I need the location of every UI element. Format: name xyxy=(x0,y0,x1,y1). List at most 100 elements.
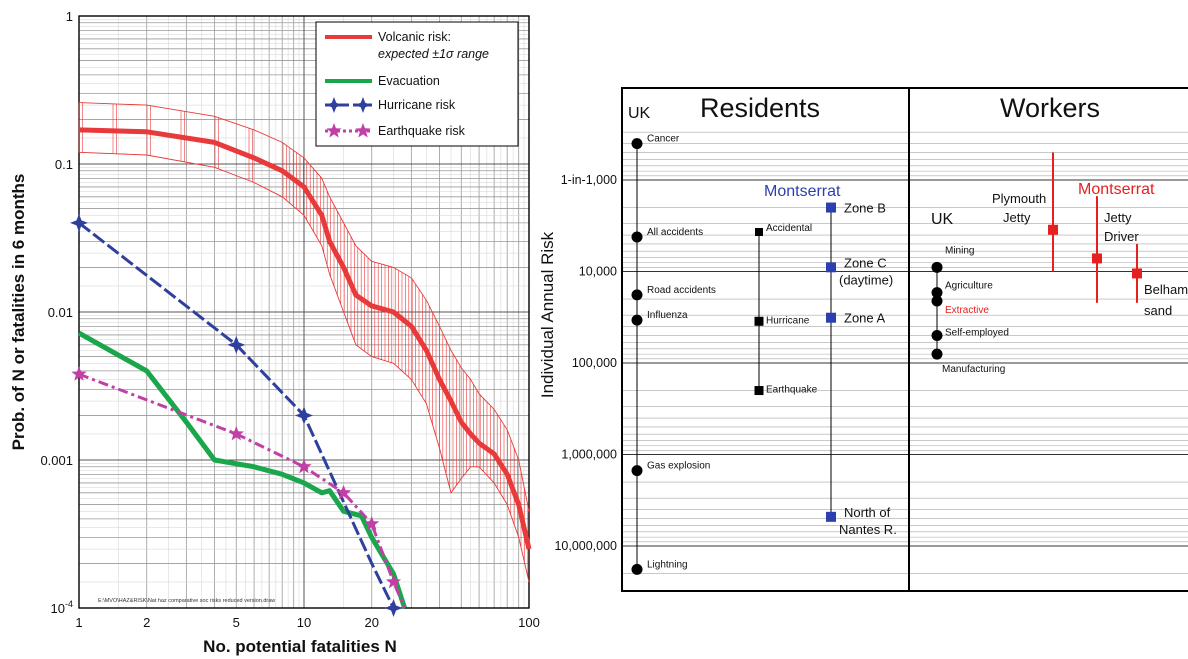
x-tick-label: 10 xyxy=(297,615,311,630)
residents-uk-label: Influenza xyxy=(647,310,688,321)
workers-uk-point xyxy=(931,329,943,341)
earthquake-marker xyxy=(336,484,352,500)
earthquake-marker xyxy=(228,425,244,441)
montserrat-volcanic-label: Nantes R. xyxy=(839,522,897,537)
residents-uk-point xyxy=(631,138,643,150)
workers-uk-point xyxy=(931,348,943,360)
earthquake-marker xyxy=(296,458,312,474)
residents-uk-heading: UK xyxy=(628,105,651,122)
montserrat-volcanic-label: Zone C xyxy=(844,255,887,270)
x-tick-label: 1 xyxy=(75,615,82,630)
y-tick-label: 10-4 xyxy=(51,599,73,616)
x-tick-label: 5 xyxy=(233,615,240,630)
workers-montserrat-label: sand xyxy=(1144,303,1172,318)
panel-title-residents: Residents xyxy=(700,93,820,123)
workers-uk-label: Mining xyxy=(945,245,974,256)
earthquake-marker xyxy=(364,515,380,531)
workers-uk-point xyxy=(931,287,943,299)
volcanic-lower-bound xyxy=(78,151,530,583)
risk-chart-frame xyxy=(621,87,1188,592)
workers-uk-point xyxy=(931,261,943,273)
montserrat-volcanic-point xyxy=(826,511,836,522)
risk-chart-points: Cancer All accidents Road accidents Influen… xyxy=(631,134,1188,575)
montserrat-hazard-point xyxy=(754,386,764,396)
volcanic-upper-bound xyxy=(78,102,530,512)
workers-uk-label: Self-employed xyxy=(945,327,1009,338)
residents-montserrat-heading: Montserrat xyxy=(764,183,841,200)
workers-montserrat-heading: Montserrat xyxy=(1078,181,1155,198)
risk-tick-label: 1-in-1,000 xyxy=(561,173,617,187)
montserrat-hazard-label: Accidental xyxy=(766,223,812,234)
legend-hurricane-label: Hurricane risk xyxy=(378,98,456,112)
montserrat-volcanic-label: Zone A xyxy=(844,311,886,326)
workers-montserrat-label: Plymouth xyxy=(992,191,1046,206)
evacuation-line xyxy=(77,330,407,609)
residents-uk-label: Gas explosion xyxy=(647,461,710,472)
montserrat-volcanic-label: (daytime) xyxy=(839,272,893,287)
workers-montserrat-label: Jetty xyxy=(1104,210,1132,225)
fn-plot-ticks: 1 2 5 10 20 100 1 0.1 0.01 0.001 10-4 xyxy=(40,9,539,630)
risk-tick-label: 10,000 xyxy=(579,265,617,279)
legend-earthquake-label: Earthquake risk xyxy=(378,124,466,138)
x-tick-label: 20 xyxy=(364,615,378,630)
workers-montserrat-point xyxy=(1092,253,1102,264)
hurricane-marker xyxy=(384,599,403,617)
risk-chart-background xyxy=(622,88,1188,591)
montserrat-volcanic-point xyxy=(826,202,836,213)
montserrat-volcanic-point xyxy=(826,312,836,323)
legend-earthquake-marker xyxy=(355,123,371,138)
x-tick-label: 100 xyxy=(518,615,540,630)
earthquake-marker xyxy=(385,573,402,589)
montserrat-hazard-label: Hurricane xyxy=(766,315,810,326)
earthquake-marker xyxy=(71,366,87,381)
risk-tick-label: 10,000,000 xyxy=(554,539,617,553)
workers-montserrat-label: Jetty xyxy=(1003,210,1031,225)
volcanic-expected-line xyxy=(78,127,532,550)
fn-plot-legend: Volcanic risk: expected ±1σ range Evacua… xyxy=(315,21,519,147)
workers-uk-heading: UK xyxy=(931,211,954,228)
residents-uk-label: Cancer xyxy=(647,134,680,145)
y-tick-label: 0.1 xyxy=(55,157,73,172)
legend-earthquake-marker xyxy=(326,123,342,138)
workers-montserrat-point xyxy=(1048,224,1058,235)
legend-hurricane-swatch xyxy=(325,97,372,113)
panel-title-workers: Workers xyxy=(1000,93,1100,123)
legend-volcanic-line2: expected ±1σ range xyxy=(378,47,489,61)
x-tick-label: 2 xyxy=(143,615,150,630)
residents-uk-label: Road accidents xyxy=(647,285,716,296)
y-tick-label: 0.01 xyxy=(48,305,73,320)
residents-uk-point xyxy=(631,314,643,326)
workers-uk-label: Extractive xyxy=(945,305,989,316)
hurricane-marker xyxy=(295,406,313,425)
legend-box xyxy=(315,21,519,147)
legend-earthquake-swatch xyxy=(325,123,372,138)
montserrat-volcanic-label: Zone B xyxy=(844,201,886,216)
fn-plot-frame xyxy=(78,15,530,609)
residents-uk-point xyxy=(631,289,643,301)
risk-chart-grid xyxy=(622,88,1188,591)
montserrat-hazard-point xyxy=(754,316,764,326)
workers-montserrat-label: Belham xyxy=(1144,282,1188,297)
workers-montserrat-point xyxy=(1132,268,1142,279)
montserrat-volcanic-point xyxy=(826,262,836,273)
montserrat-hazard-point xyxy=(755,227,763,236)
hurricane-marker xyxy=(70,213,88,232)
y-tick-label: 1 xyxy=(66,9,73,24)
risk-y-axis-title: Individual Annual Risk xyxy=(538,231,557,398)
workers-uk-label: Manufacturing xyxy=(942,364,1005,375)
residents-uk-label: Lightning xyxy=(647,559,688,570)
x-axis-title: No. potential fatalities N xyxy=(203,637,397,656)
hurricane-marker xyxy=(227,335,246,354)
risk-tick-label: 100,000 xyxy=(572,356,617,370)
legend-volcanic-line1: Volcanic risk: xyxy=(378,30,451,44)
residents-uk-point xyxy=(631,465,643,477)
file-path-footnote: E:\MVO\HAZ&RISK\Nat haz comparative soc … xyxy=(98,598,275,604)
residents-uk-point xyxy=(631,563,643,575)
legend-hurricane-marker xyxy=(326,97,342,113)
y-axis-title: Prob. of N or fatalities in 6 months xyxy=(9,174,28,451)
montserrat-volcanic-label: North of xyxy=(844,505,891,520)
legend-evacuation-label: Evacuation xyxy=(378,74,440,88)
legend-hurricane-marker xyxy=(355,97,371,113)
montserrat-hazard-label: Earthquake xyxy=(766,385,818,396)
